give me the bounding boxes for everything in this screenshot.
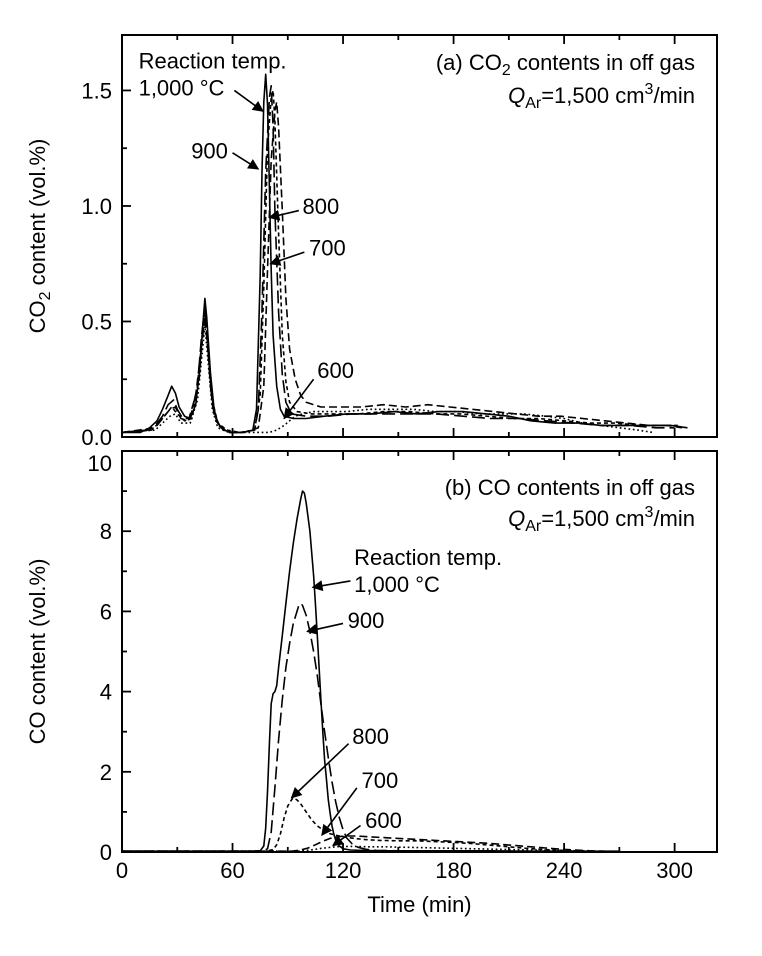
panel-a-annotation-reaction-temp-1000: Reaction temp.: [139, 48, 287, 73]
panel-b-annotation-reaction-temp-1000: Reaction temp.: [354, 545, 502, 570]
panel-a-annotation-arrow-temp-900: [232, 152, 260, 170]
panel-a-y-tick-label: 1.0: [81, 194, 112, 219]
series-a-1000c: [122, 73, 688, 434]
panel-b-annotation-reaction-temp-1000: 1,000 °C: [354, 572, 440, 597]
panel-b-annotation-arrow-reaction-temp-1000: [311, 580, 351, 592]
x-tick-label: 60: [220, 858, 244, 883]
panel-b-subtitle: QAr=1,500 cm3/min: [508, 504, 695, 535]
series-a-600c: [121, 325, 653, 434]
series-a-900c: [121, 85, 675, 434]
panel-b-annotation-temp-700: 700: [361, 768, 398, 793]
series-a-800c: [121, 89, 681, 434]
panel-b-y-tick-label: 6: [100, 599, 112, 624]
x-axis-title: Time (min): [367, 892, 471, 917]
panel-b-y-tick-label: 8: [100, 519, 112, 544]
panel-b-annotation-temp-800: 800: [352, 724, 389, 749]
panel-b-title: (b) CO contents in off gas: [445, 475, 695, 500]
x-tick-label: 180: [435, 858, 472, 883]
panel-b-annotation-temp-900: 900: [348, 608, 385, 633]
panel-a-annotation-arrow-temp-700: [269, 251, 305, 266]
panel-a-annotation-temp-600: 600: [317, 358, 354, 383]
x-tick-label: 120: [325, 858, 362, 883]
panel-b-y-tick-label: 4: [100, 680, 112, 705]
panel-a-subtitle: QAr=1,500 cm3/min: [508, 81, 695, 112]
series-b-800c: [122, 797, 592, 852]
panel-a-annotation-temp-700: 700: [309, 236, 346, 261]
panel-a-plot-frame: [121, 34, 718, 438]
panel-b-y-tick-label: 0: [100, 840, 112, 865]
x-tick-label: 240: [546, 858, 583, 883]
panel-b-annotation-arrow-temp-900: [306, 622, 344, 635]
panel-a-title: (a) CO2 contents in off gas: [436, 50, 695, 79]
panel-b-y-axis-title: CO content (vol.%): [25, 559, 50, 745]
panel-a-y-tick-label: 1.5: [81, 78, 112, 103]
series-b-600c: [122, 845, 583, 852]
panel-a-annotation-temp-900: 900: [191, 139, 228, 164]
panel-a-annotation-temp-800: 800: [303, 194, 340, 219]
panel-a-y-tick-label: 0.0: [81, 425, 112, 450]
panel-b-y-tick-label: 10: [88, 451, 112, 476]
panel-a-annotation-arrow-temp-600: [283, 378, 315, 420]
panel-b-annotation-arrow-temp-800: [290, 743, 350, 799]
panel-b-annotation-temp-600: 600: [365, 808, 402, 833]
series-a-700c: [121, 101, 683, 434]
panel-a-annotation-arrow-reaction-temp-1000: [233, 89, 264, 112]
panel-b-y-tick-label: 2: [100, 760, 112, 785]
series-b-900c: [122, 602, 592, 852]
panel-b-annotation-arrow-temp-700: [321, 787, 358, 837]
panel-b-annotation-arrow-temp-600: [332, 824, 362, 847]
panel-a-y-tick-label: 0.5: [81, 309, 112, 334]
x-tick-label: 300: [656, 858, 693, 883]
panel-a-annotation-reaction-temp-1000: 1,000 °C: [139, 75, 225, 100]
panel-a-annotation-arrow-temp-800: [268, 209, 300, 221]
panel-a-y-axis-title: CO2 content (vol.%): [25, 139, 54, 334]
x-tick-label: 0: [116, 858, 128, 883]
